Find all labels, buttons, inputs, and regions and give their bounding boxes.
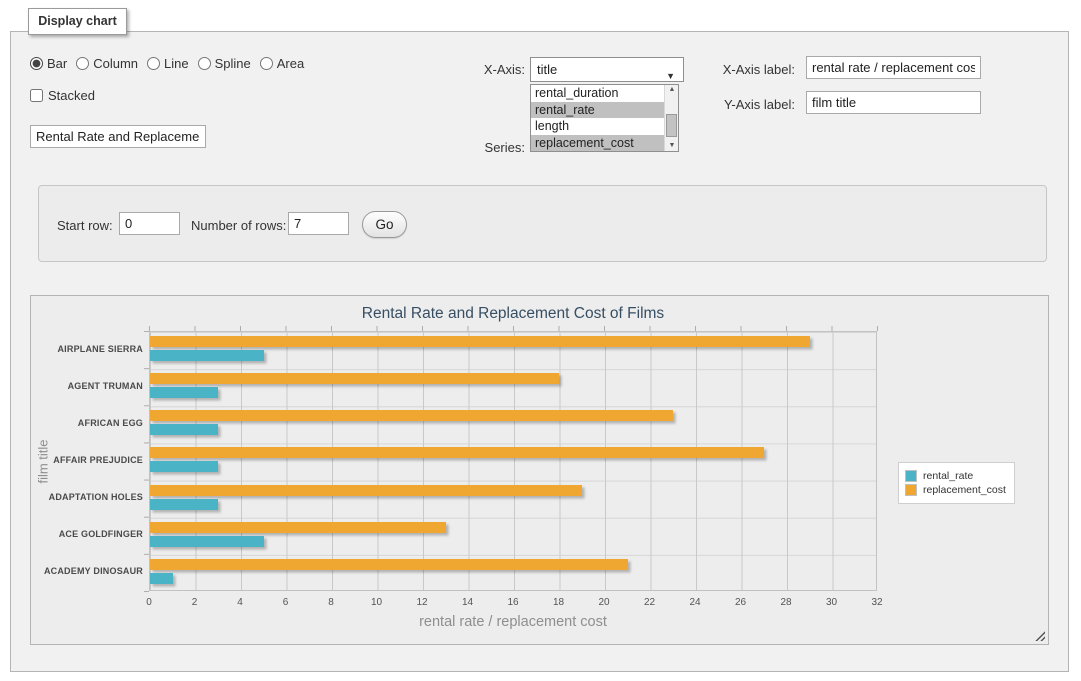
scrollbar-thumb[interactable]	[666, 114, 677, 137]
x-tick-label: 6	[282, 597, 289, 608]
replacement_cost-bar	[150, 521, 446, 533]
stacked-row: Stacked	[30, 88, 95, 103]
chart: Rental Rate and Replacement Cost of Film…	[30, 295, 1049, 645]
chart-type-option-area: Area	[259, 56, 305, 71]
chart-type-radio-spline[interactable]	[197, 57, 211, 70]
replacement_cost-bar	[150, 373, 560, 385]
rental_rate-bar	[150, 535, 264, 547]
chevron-down-icon: ▼	[666, 71, 675, 81]
legend-swatch-rental_rate	[905, 470, 917, 482]
x-axis-select[interactable]: title ▼	[530, 57, 684, 82]
category-label: ACE GOLDFINGER	[58, 529, 143, 540]
series-option-length[interactable]: length	[535, 119, 570, 133]
legend-row: rental_rate	[905, 470, 1006, 482]
category-label: ADAPTATION HOLES	[48, 492, 143, 503]
chart-type-label: Line	[164, 56, 189, 71]
series-caption: Series:	[484, 140, 525, 155]
go-button[interactable]: Go	[362, 211, 407, 238]
chart-type-label: Column	[93, 56, 139, 71]
rental_rate-bar	[150, 461, 219, 473]
chart-type-label: Area	[276, 56, 305, 71]
replacement_cost-bar	[150, 410, 674, 422]
chart-title-input[interactable]	[30, 125, 206, 148]
x-tick-label: 12	[416, 597, 428, 608]
start-row-caption: Start row:	[57, 218, 113, 233]
scroll-up-icon[interactable]: ▲	[668, 86, 676, 93]
rental_rate-bar	[150, 424, 219, 436]
series-option-rental_duration[interactable]: rental_duration	[535, 86, 619, 100]
stacked-checkbox[interactable]	[30, 89, 43, 102]
series-scrollbar[interactable]: ▲ ▼	[664, 85, 678, 151]
legend-label: rental_rate	[923, 470, 974, 482]
chart-type-option-bar: Bar	[30, 56, 67, 71]
x-tick-label: 18	[552, 597, 565, 608]
x-tick-label: 2	[191, 597, 198, 608]
chart-type-radio-area[interactable]	[259, 57, 273, 70]
x-axis-label-caption: X-Axis label:	[722, 62, 795, 77]
chart-type-radio-group: Bar Column Line Spline Area	[30, 56, 313, 71]
y-axis-label-input[interactable]	[806, 91, 981, 114]
replacement_cost-bar	[150, 558, 628, 570]
chart-type-radio-bar[interactable]	[30, 57, 43, 70]
y-axis-label-caption: Y-Axis label:	[723, 97, 795, 112]
legend-row: replacement_cost	[905, 484, 1006, 496]
rows-panel	[38, 185, 1047, 262]
replacement_cost-bar	[150, 447, 765, 459]
chart-type-option-column: Column	[76, 56, 138, 71]
series-option-replacement_cost[interactable]: replacement_cost	[531, 134, 678, 151]
category-label: ACADEMY DINOSAUR	[43, 566, 143, 577]
category-label: AFFAIR PREJUDICE	[53, 455, 143, 465]
top-axis-ticks	[149, 326, 879, 331]
x-tick-label: 4	[237, 597, 243, 608]
stacked-label: Stacked	[48, 88, 95, 103]
chart-type-option-line: Line	[147, 56, 189, 71]
x-tick-label: 32	[871, 597, 883, 608]
replacement_cost-bar	[150, 484, 583, 496]
x-tick-label: 0	[146, 597, 152, 608]
start-row-input[interactable]	[119, 212, 180, 235]
x-tick-label: 30	[825, 597, 838, 608]
category-label: AIRPLANE SIERRA	[57, 343, 143, 354]
series-option-rental_rate[interactable]: rental_rate	[531, 101, 678, 118]
legend-label: replacement_cost	[923, 484, 1006, 496]
x-tick-label: 10	[370, 597, 383, 608]
scroll-down-icon[interactable]: ▼	[668, 142, 676, 149]
plot-area	[144, 326, 879, 593]
x-tick-label: 28	[780, 597, 792, 608]
x-tick-label: 8	[328, 597, 334, 608]
display-chart-tab: Display chart	[28, 8, 127, 35]
rental_rate-bar	[150, 498, 219, 510]
x-tick-label: 24	[689, 597, 701, 608]
x-axis-selected-value: title	[537, 62, 558, 77]
rental_rate-bar	[150, 387, 219, 399]
x-axis-title: rental rate / replacement cost	[419, 614, 607, 630]
left-axis-ticks	[144, 331, 149, 593]
x-axis-caption: X-Axis:	[483, 62, 525, 77]
chart-type-radio-line[interactable]	[147, 57, 161, 70]
legend-swatch-replacement_cost	[905, 484, 917, 496]
rental_rate-bar	[150, 572, 173, 584]
chart-type-radio-column[interactable]	[76, 57, 90, 70]
legend: rental_rate replacement_cost	[898, 462, 1015, 504]
x-tick-label: 14	[461, 597, 474, 608]
number-of-rows-input[interactable]	[288, 212, 349, 235]
x-tick-label: 22	[643, 597, 656, 608]
resize-handle[interactable]	[1034, 630, 1045, 641]
rental_rate-bar	[150, 350, 264, 361]
chart-title: Rental Rate and Replacement Cost of Film…	[361, 305, 665, 322]
x-tick-label: 26	[734, 597, 747, 608]
chart-type-option-spline: Spline	[197, 56, 251, 71]
replacement_cost-bar	[150, 336, 810, 347]
number-of-rows-caption: Number of rows:	[191, 218, 287, 233]
x-tick-label: 20	[598, 597, 610, 608]
chart-type-label: Bar	[47, 56, 68, 71]
x-axis-label-input[interactable]	[806, 56, 981, 79]
series-listbox[interactable]: rental_duration rental_rate length replacem…	[530, 84, 679, 152]
series-options: rental_duration rental_rate length replacem…	[531, 85, 678, 151]
category-label: AGENT TRUMAN	[67, 380, 143, 391]
chart-type-label: Spline	[214, 56, 251, 71]
category-label: AFRICAN EGG	[77, 417, 143, 428]
x-tick-label: 16	[507, 597, 519, 608]
